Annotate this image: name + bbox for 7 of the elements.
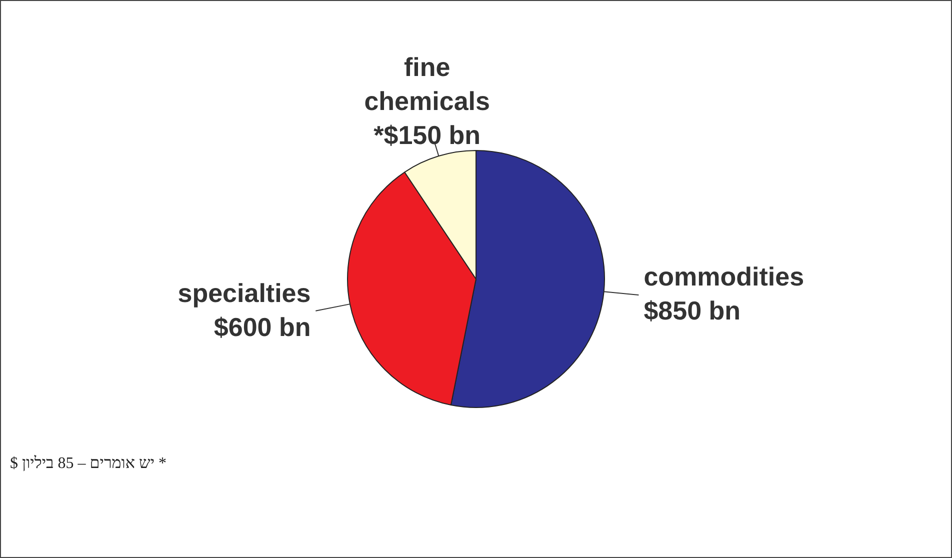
data-label: $600 bn [214,312,311,342]
slice-label: commodities [644,262,804,292]
text: * יש אומרים – 85 ביליון $ [10,455,167,473]
data-label: *$150 bn [374,120,481,150]
slice-label: specialties [178,278,311,308]
slice-label: fine chemicals [364,52,490,116]
data-label: $850 bn [644,296,741,326]
